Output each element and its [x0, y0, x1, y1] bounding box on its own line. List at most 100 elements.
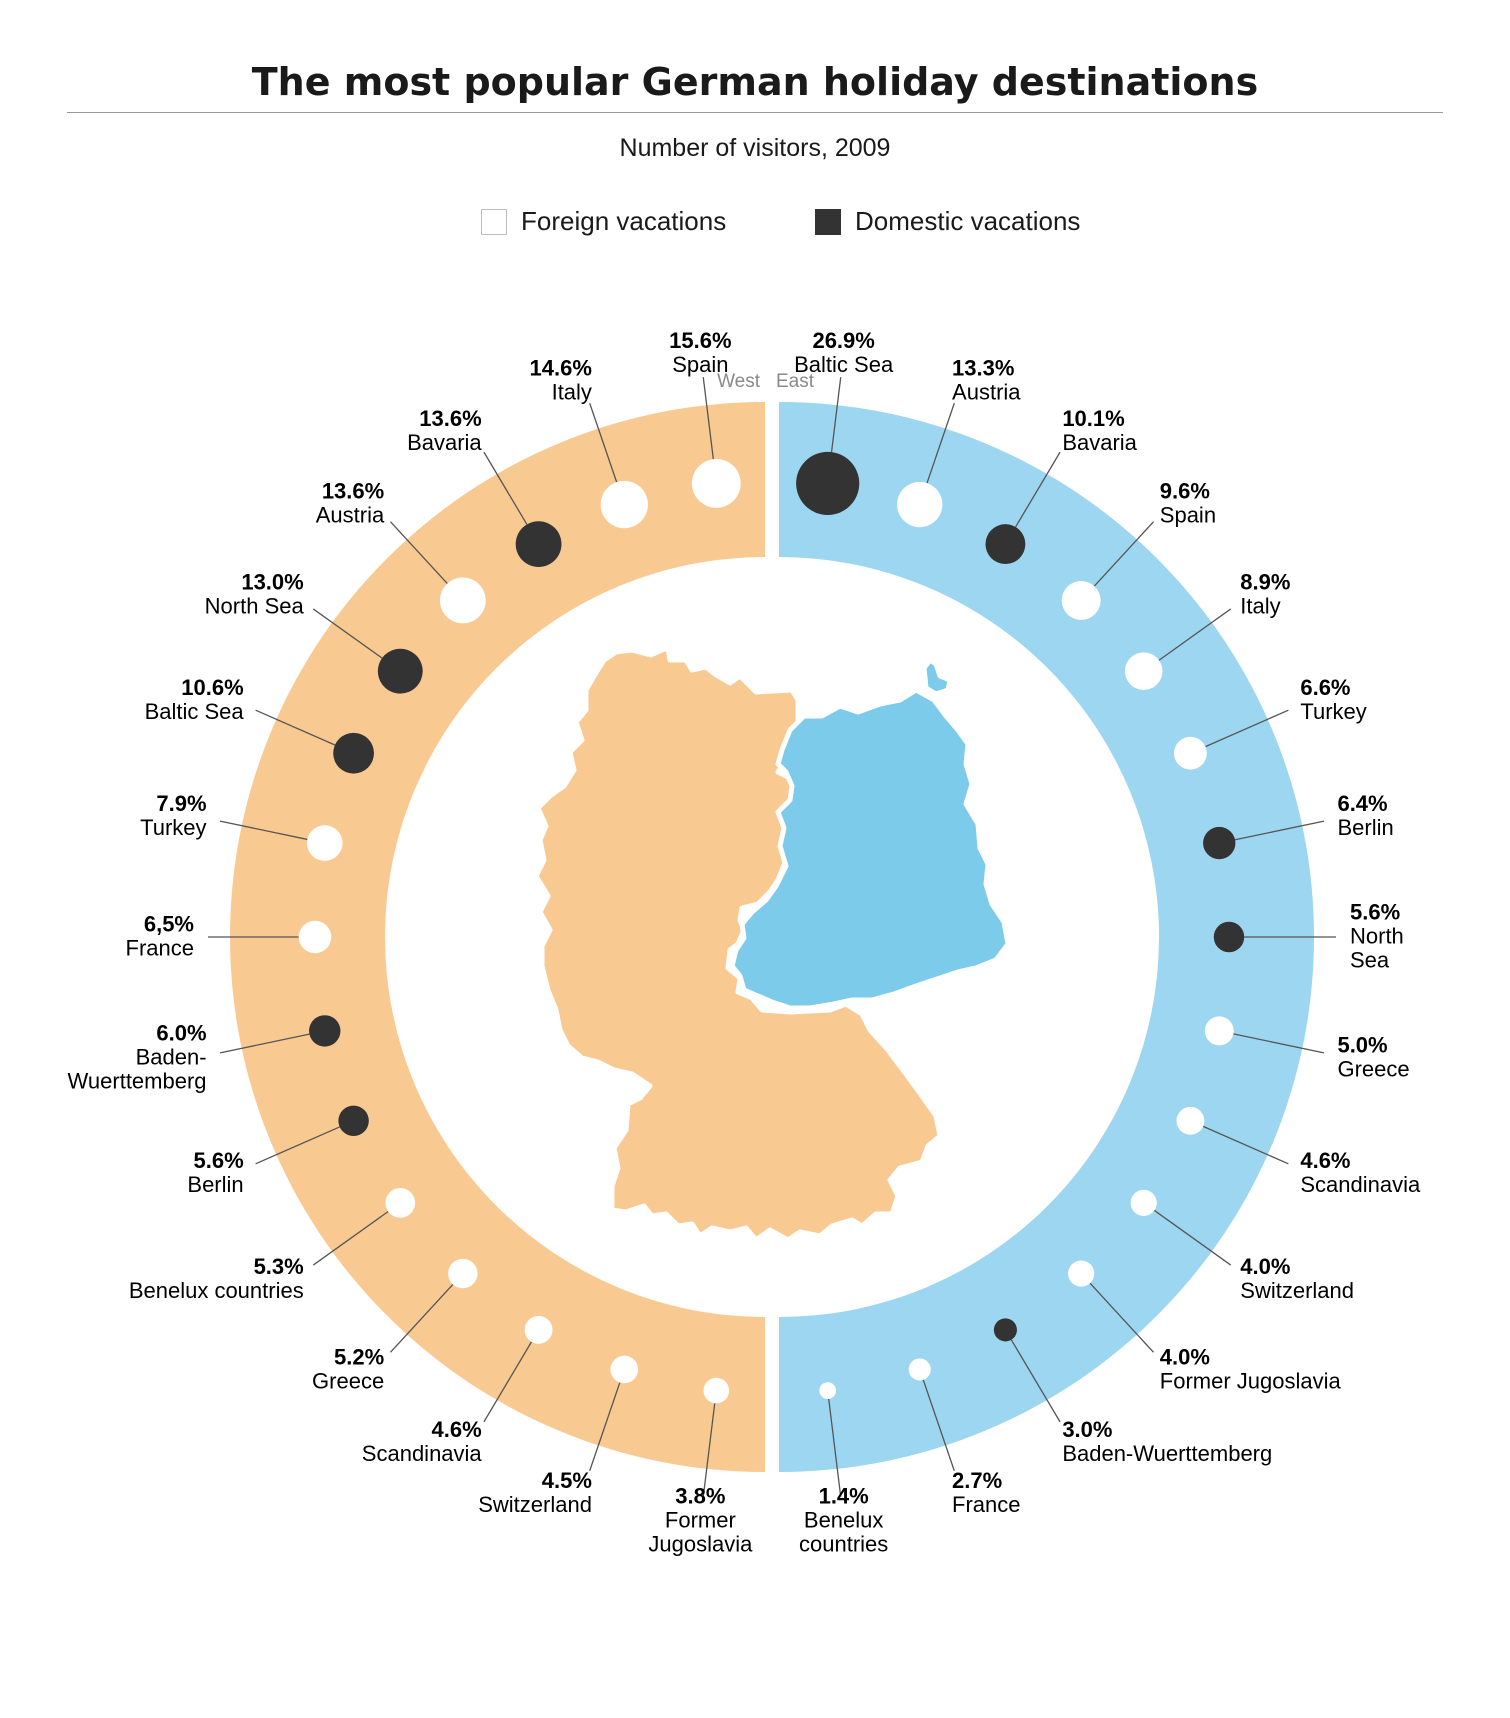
east-north-sea-bubble	[1213, 921, 1245, 953]
east-former-jugoslavia-name: Former Jugoslavia	[1160, 1369, 1342, 1394]
west-baden-wuerttemberg-label: 6.0% Baden-Wuerttemberg	[68, 1021, 207, 1094]
west-austria-percent: 13.6%	[322, 479, 384, 504]
east-baden-wuerttemberg-leader-line	[1010, 1339, 1061, 1423]
west-north-sea-name: North Sea	[205, 594, 305, 619]
west-greece-bubble	[448, 1258, 478, 1289]
west-italy-percent: 14.6%	[530, 355, 592, 380]
east-baltic-sea-label: 26.9% Baltic Sea	[794, 328, 894, 377]
west-former-jugoslavia-name: Jugoslavia	[648, 1531, 753, 1556]
west-baltic-sea-leader-line	[255, 709, 336, 746]
west-berlin-leader-line	[255, 1126, 340, 1165]
legend-domestic-swatch	[815, 208, 841, 235]
east-berlin-leader-line	[1234, 820, 1325, 841]
germany-map	[533, 645, 1011, 1243]
east-benelux-countries-label: 1.4% Benelux countries	[799, 1483, 888, 1556]
east-switzerland-bubble	[1130, 1189, 1157, 1216]
east-greece-percent: 5.0%	[1337, 1033, 1387, 1058]
east-scandinavia-name: Scandinavia	[1300, 1172, 1421, 1197]
east-france-name: France	[952, 1492, 1020, 1517]
east-former-jugoslavia-label: 4.0% Former Jugoslavia	[1160, 1345, 1342, 1394]
west-switzerland-bubble	[610, 1355, 639, 1384]
east-berlin-label: 6.4% Berlin	[1337, 791, 1393, 840]
west-baltic-sea-label: 10.6% Baltic Sea	[145, 675, 245, 724]
east-greece-leader-line	[1233, 1033, 1325, 1054]
west-italy-label: 14.6% Italy	[530, 355, 592, 404]
east-turkey-label: 6.6% Turkey	[1300, 675, 1366, 724]
east-bavaria-bubble	[985, 524, 1026, 565]
west-austria-label: 13.6% Austria	[316, 479, 385, 528]
west-spain-leader-line	[702, 377, 714, 460]
east-france-label: 2.7% France	[952, 1468, 1020, 1517]
west-italy-bubble	[600, 480, 648, 529]
west-scandinavia-label: 4.6% Scandinavia	[362, 1417, 483, 1466]
east-switzerland-label: 4.0% Switzerland	[1240, 1254, 1354, 1303]
east-berlin-name: Berlin	[1337, 815, 1393, 840]
west-baden-wuerttemberg-leader-line	[219, 1033, 310, 1054]
east-baltic-sea-leader-line	[830, 377, 842, 453]
east-spain-leader-line	[1093, 521, 1155, 587]
east-bavaria-leader-line	[1015, 451, 1061, 528]
east-former-jugoslavia-bubble	[1068, 1260, 1095, 1287]
east-north-sea-label: 5.6% North Sea	[1350, 900, 1404, 973]
east-north-sea-name: North	[1350, 924, 1404, 949]
east-baden-wuerttemberg-percent: 3.0%	[1062, 1417, 1112, 1442]
east-benelux-countries-bubble	[819, 1382, 837, 1399]
east-former-jugoslavia-leader-line	[1089, 1282, 1155, 1353]
east-baden-wuerttemberg-label: 3.0% Baden-Wuerttemberg	[1062, 1417, 1272, 1466]
east-switzerland-leader-line	[1153, 1209, 1232, 1266]
west-scandinavia-leader-line	[483, 1341, 533, 1423]
east-austria-bubble	[897, 481, 943, 528]
west-berlin-percent: 5.6%	[193, 1148, 243, 1173]
west-austria-bubble	[439, 577, 486, 624]
west-baden-wuerttemberg-name: Wuerttemberg	[68, 1069, 207, 1094]
west-greece-label: 5.2% Greece	[312, 1345, 384, 1394]
west-north-sea-percent: 13.0%	[241, 570, 303, 595]
west-switzerland-percent: 4.5%	[542, 1468, 592, 1493]
east-greece-bubble	[1204, 1016, 1234, 1046]
west-greece-name: Greece	[312, 1369, 384, 1394]
west-baden-wuerttemberg-bubble	[309, 1015, 341, 1047]
west-half-ring	[230, 402, 765, 1472]
east-greece-label: 5.0% Greece	[1337, 1033, 1409, 1082]
west-former-jugoslavia-label: 3.8% Former Jugoslavia	[648, 1483, 753, 1556]
east-scandinavia-label: 4.6% Scandinavia	[1300, 1148, 1421, 1197]
chart-title: The most popular German holiday destinat…	[251, 60, 1259, 104]
west-greece-percent: 5.2%	[334, 1345, 384, 1370]
east-baltic-sea-name: Baltic Sea	[794, 352, 894, 377]
west-former-jugoslavia-name: Former	[665, 1507, 736, 1532]
west-turkey-name: Turkey	[140, 815, 206, 840]
east-scandinavia-percent: 4.6%	[1300, 1148, 1350, 1173]
west-switzerland-label: 4.5% Switzerland	[478, 1468, 592, 1517]
east-baden-wuerttemberg-name: Baden-Wuerttemberg	[1062, 1441, 1272, 1466]
east-baltic-sea-bubble	[796, 451, 860, 515]
west-bavaria-percent: 13.6%	[419, 406, 481, 431]
west-spain-bubble	[691, 458, 741, 508]
east-france-percent: 2.7%	[952, 1468, 1002, 1493]
east-spain-name: Spain	[1160, 503, 1216, 528]
east-italy-label: 8.9% Italy	[1240, 570, 1290, 619]
east-austria-label: 13.3% Austria	[952, 355, 1021, 404]
west-spain-label: 15.6% Spain	[669, 328, 731, 377]
east-baltic-sea-percent: 26.9%	[812, 328, 874, 353]
east-france-bubble	[908, 1358, 931, 1381]
west-former-jugoslavia-bubble	[703, 1377, 730, 1404]
legend-domestic: Domestic vacations	[815, 206, 1080, 237]
west-austria-name: Austria	[316, 503, 385, 528]
east-germany-shape	[729, 687, 1011, 1011]
east-benelux-countries-leader-line	[828, 1398, 842, 1497]
west-turkey-bubble	[306, 825, 343, 861]
west-side-label: West	[717, 371, 761, 392]
east-italy-name: Italy	[1240, 594, 1280, 619]
east-bavaria-percent: 10.1%	[1062, 406, 1124, 431]
east-scandinavia-bubble	[1176, 1106, 1205, 1135]
west-baden-wuerttemberg-name: Baden-	[136, 1045, 207, 1070]
west-switzerland-name: Switzerland	[478, 1492, 592, 1517]
west-spain-name: Spain	[672, 352, 728, 377]
east-italy-leader-line	[1158, 608, 1232, 661]
west-italy-leader-line	[589, 403, 618, 483]
east-austria-percent: 13.3%	[952, 355, 1014, 380]
east-spain-bubble	[1061, 580, 1101, 620]
east-turkey-bubble	[1174, 736, 1207, 770]
